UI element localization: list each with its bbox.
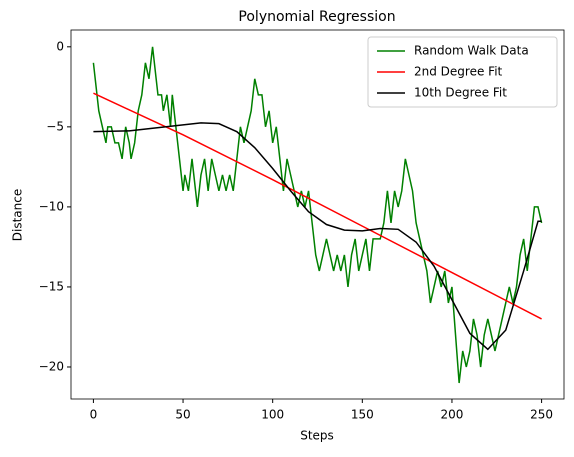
legend-label: 2nd Degree Fit bbox=[414, 65, 503, 79]
y-tick-label: −15 bbox=[39, 279, 64, 293]
plot-frame bbox=[70, 29, 565, 400]
legend-box bbox=[367, 36, 558, 108]
x-tick-label: 100 bbox=[261, 408, 284, 422]
chart-title: Polynomial Regression bbox=[238, 9, 395, 25]
line bbox=[93, 122, 542, 351]
y-axis-label: Distance bbox=[11, 189, 25, 241]
x-tick-label: 200 bbox=[441, 408, 464, 422]
y-tick-label: −10 bbox=[39, 199, 64, 213]
legend-label: Random Walk Data bbox=[414, 44, 529, 58]
x-axis-label: Steps bbox=[300, 429, 334, 443]
y-tick-label: 0 bbox=[56, 39, 64, 53]
line bbox=[92, 46, 543, 384]
line bbox=[93, 92, 542, 320]
legend-label: 10th Degree Fit bbox=[414, 86, 507, 100]
x-tick-label: 150 bbox=[351, 408, 374, 422]
y-tick-label: −20 bbox=[39, 359, 64, 373]
y-tick-label: −5 bbox=[46, 119, 64, 133]
x-tick-label: 50 bbox=[175, 408, 190, 422]
x-tick-label: 250 bbox=[530, 408, 553, 422]
x-tick-label: 0 bbox=[90, 408, 98, 422]
